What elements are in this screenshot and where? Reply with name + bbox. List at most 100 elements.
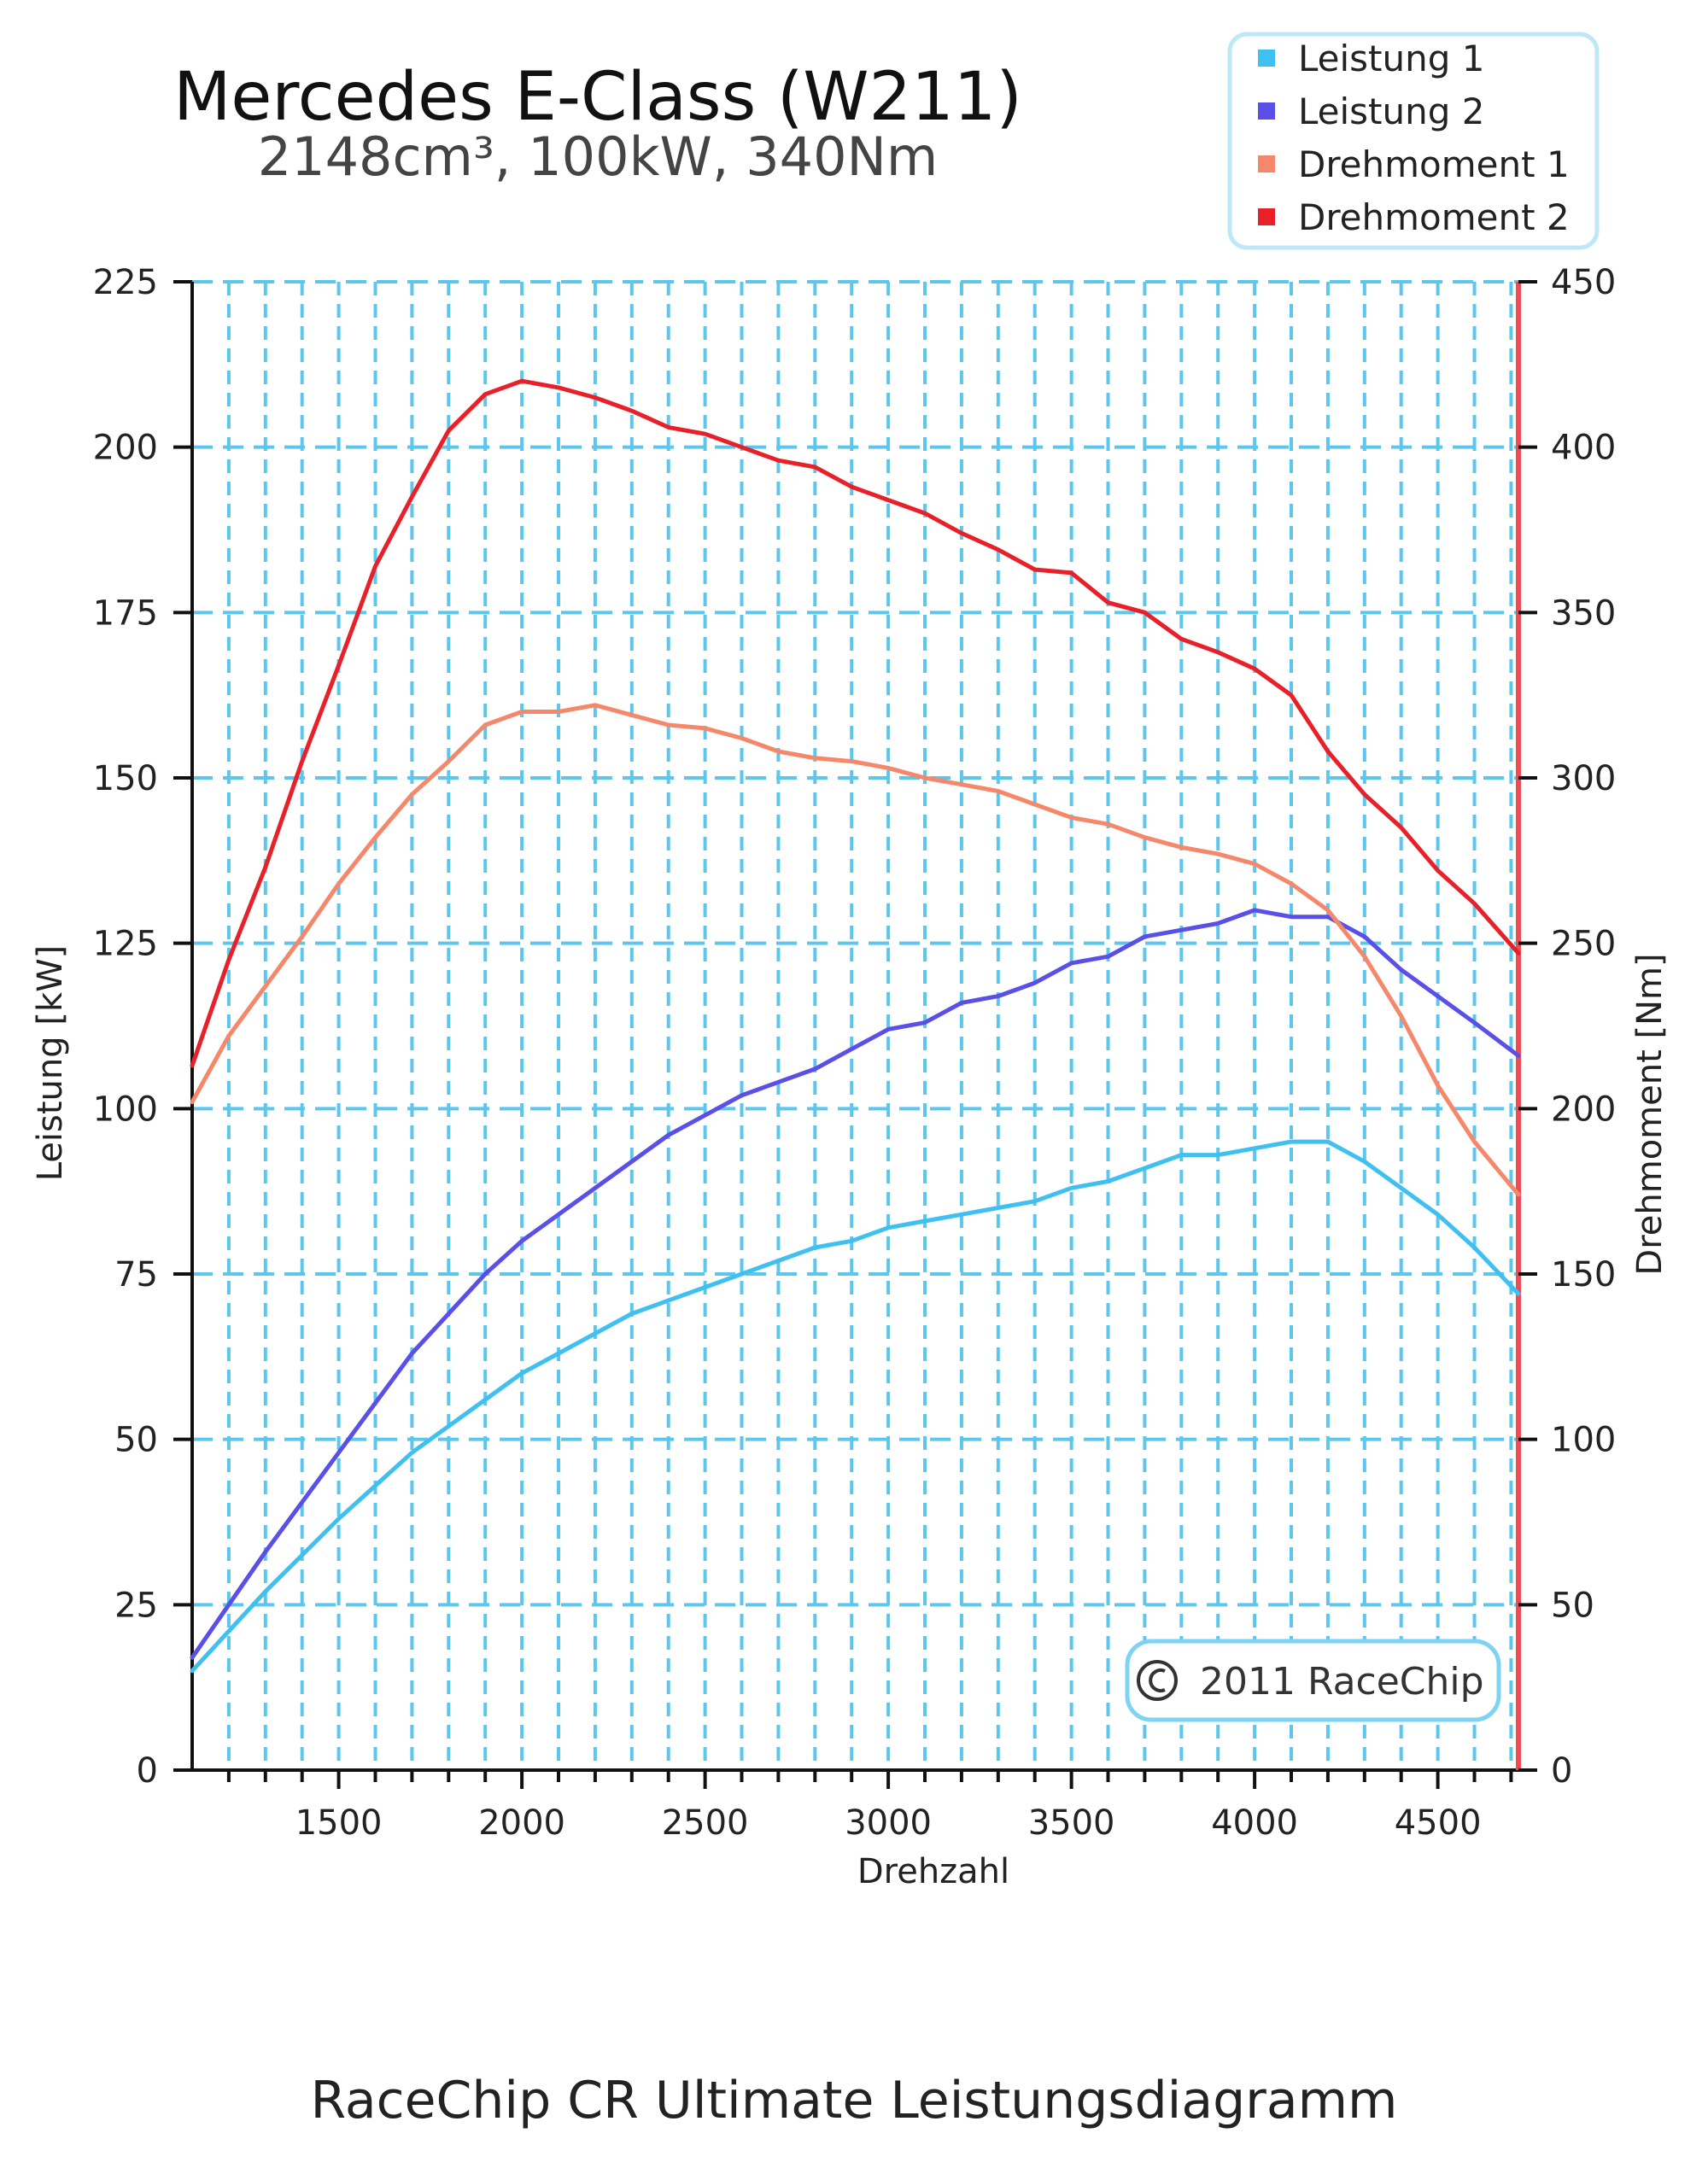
data-point [630,1312,634,1315]
y-tick-label-right: 100 [1551,1421,1616,1460]
y-tick-label-right: 0 [1551,1751,1572,1791]
data-point [337,882,341,885]
y-tick-label-left: 50 [114,1421,158,1460]
data-point [923,1021,927,1025]
data-point [1179,928,1183,932]
data-point [960,1213,963,1216]
grid [192,280,1518,1770]
chart-subtitle: 2148cm³, 100kW, 340Nm [258,126,939,188]
data-point [704,727,707,730]
data-point [630,713,634,716]
data-point [410,792,413,796]
data-point [1326,915,1330,919]
data-point [1107,1180,1110,1183]
chart-title: Mercedes E-Class (W211) [173,59,1022,136]
data-point [1179,637,1183,640]
data-point [740,737,744,740]
data-point [850,485,853,488]
data-point [886,766,890,769]
watermark: © 2011 RaceChip [1125,1639,1501,1722]
y-axis-label-left: Leistung [kW] [31,945,70,1182]
data-point [1033,981,1037,985]
copyright-icon [1137,1660,1178,1701]
data-point [337,1451,341,1454]
data-point [886,1027,890,1031]
data-point [1143,1166,1146,1170]
data-point [1107,822,1110,826]
x-tick-label: 3000 [845,1803,932,1843]
data-point [447,760,450,763]
data-point [997,995,1000,998]
data-point [923,1219,927,1223]
data-point [447,429,450,432]
series-lines [190,378,1521,1674]
data-point [960,531,963,535]
data-point [740,446,744,449]
data-point [557,1213,560,1216]
data-point [850,760,853,763]
data-point [190,1101,194,1104]
x-tick-label: 3500 [1028,1803,1115,1843]
data-point [190,1656,194,1659]
data-point [1070,961,1073,965]
data-point [483,723,487,727]
data-point [667,1299,670,1302]
legend-box [1227,32,1600,250]
x-tick-label: 2000 [478,1803,565,1843]
data-point [997,789,1000,792]
data-point [776,459,780,462]
data-point [264,985,267,988]
data-point [813,1067,816,1071]
data-point [1070,1186,1073,1189]
legend-label: Drehmoment 2 [1298,196,1570,238]
data-point [1400,1014,1403,1018]
data-point [1033,1200,1037,1203]
data-point [520,710,524,714]
y-tick-label-left: 200 [93,429,158,468]
x-axis-label: Drehzahl [857,1852,1009,1891]
data-point [1400,1186,1403,1189]
data-point [264,1550,267,1553]
series-line-2 [190,908,1521,1660]
data-point [1326,909,1330,912]
data-point [594,704,597,707]
copyright-c-glyph [1149,1668,1166,1692]
data-point [704,432,707,435]
data-point [557,1352,560,1355]
legend-label: Leistung 1 [1298,38,1485,79]
data-point [227,1034,231,1037]
data-point [1143,836,1146,839]
axes [173,280,1537,1789]
data-point [850,1239,853,1242]
data-point [1143,611,1146,614]
data-point [1216,1154,1220,1157]
data-point [1517,1193,1520,1196]
data-point [1216,852,1220,856]
data-point [1107,601,1110,605]
data-point [1179,845,1183,849]
data-point [1070,571,1073,575]
data-point [886,1226,890,1230]
y-tick-label-left: 225 [93,263,158,302]
data-point [776,1080,780,1084]
data-point [557,386,560,389]
data-point [1290,915,1293,919]
data-point [190,1669,194,1673]
legend-swatch [1258,208,1275,225]
data-point [337,1517,341,1521]
data-point [520,379,524,383]
data-point [1436,1084,1440,1087]
data-point [1436,1213,1440,1216]
x-tick-label: 4000 [1211,1803,1298,1843]
data-point [483,1272,487,1276]
data-point [1107,955,1110,958]
data-point [1473,902,1477,905]
legend-swatch [1258,50,1275,67]
data-point [520,1371,524,1375]
data-point [886,499,890,502]
data-point [1517,1054,1520,1057]
y-tick-label-right: 300 [1551,759,1616,798]
y-tick-label-left: 100 [93,1090,158,1129]
data-point [1253,862,1256,866]
watermark-box [1125,1639,1501,1722]
